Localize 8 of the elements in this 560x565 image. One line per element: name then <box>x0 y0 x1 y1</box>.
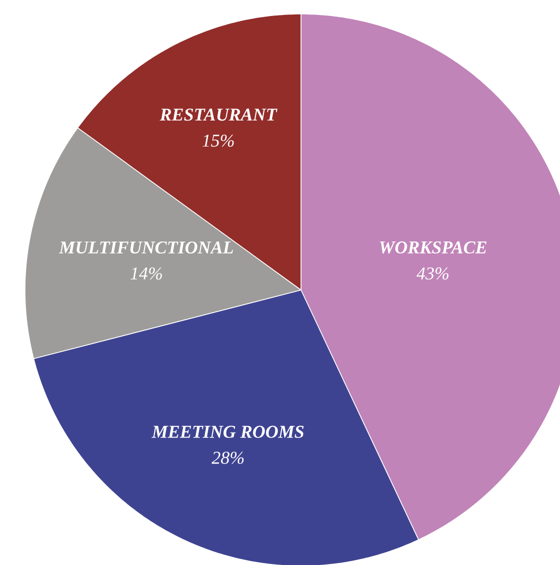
data-label: 14% <box>130 267 162 280</box>
slice-label: RESTAURANT <box>160 108 278 121</box>
slice-label: MEETING ROOMS <box>152 426 304 438</box>
data-label: 43% <box>416 267 448 280</box>
slice-label: MULTIFUNCTIONAL <box>58 241 233 254</box>
slice-label: WORKSPACE <box>380 241 487 254</box>
data-label: 15% <box>202 134 234 147</box>
data-label: 28% <box>212 452 244 464</box>
